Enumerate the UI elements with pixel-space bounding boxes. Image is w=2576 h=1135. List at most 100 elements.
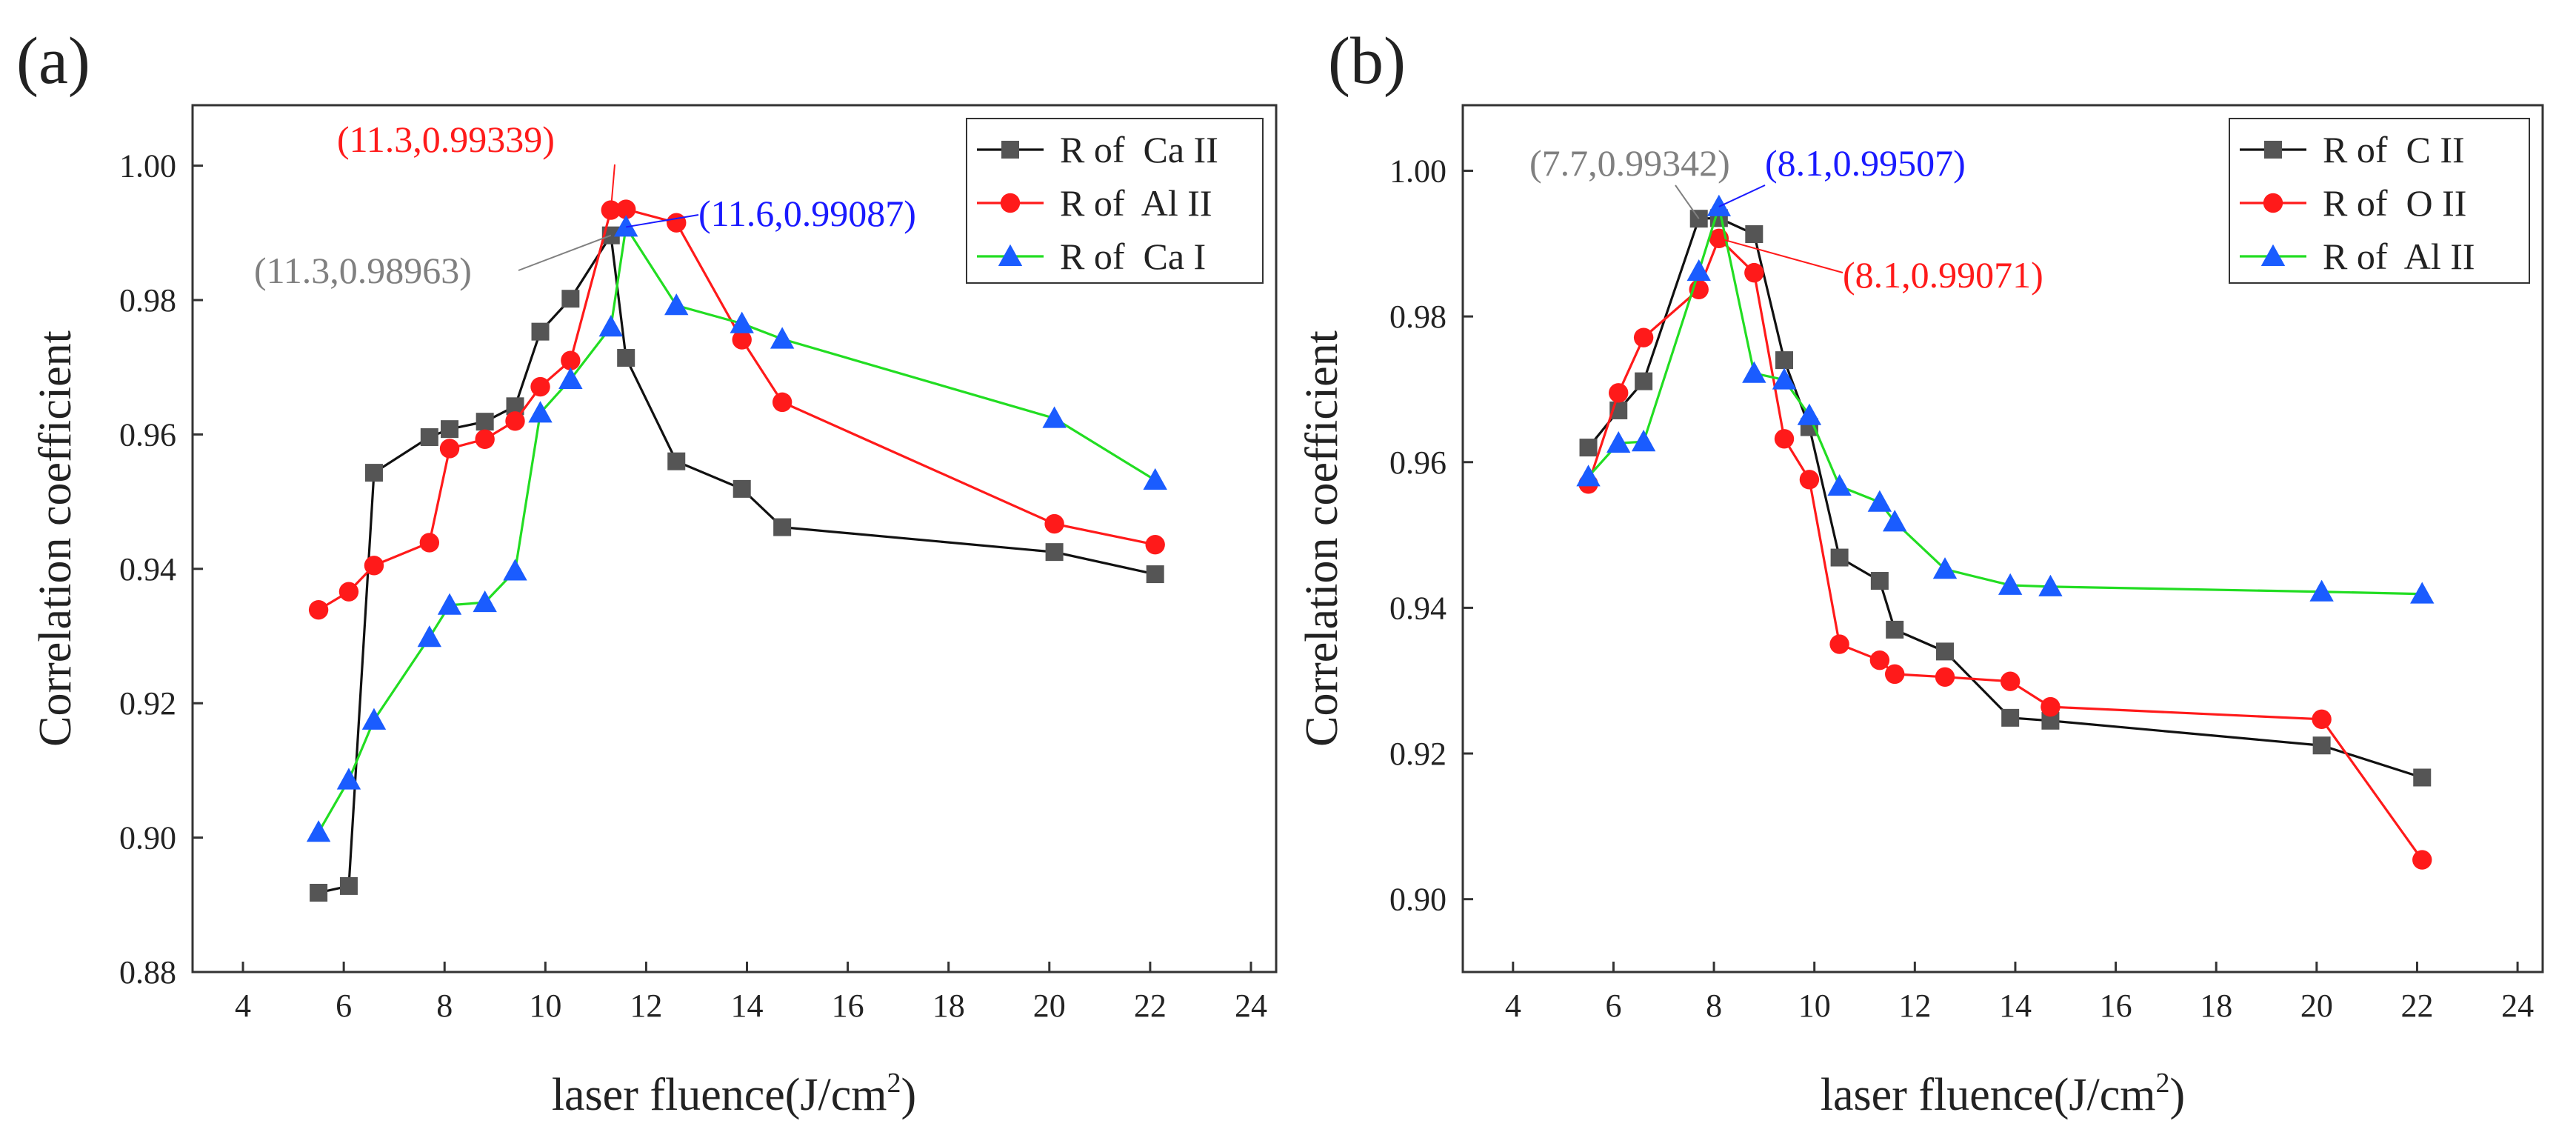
data-point bbox=[732, 330, 752, 350]
data-point bbox=[2001, 708, 2020, 727]
x-tick-label: 18 bbox=[932, 988, 965, 1024]
data-point bbox=[437, 593, 462, 615]
data-point bbox=[561, 290, 580, 308]
panel-b-x-ticks: 4 6 8 10 12 14 16 18 20 22 24 bbox=[1505, 962, 2534, 1024]
data-point bbox=[1143, 467, 1167, 490]
data-point bbox=[1797, 403, 1822, 425]
series-r-of-al-ii bbox=[1576, 194, 2435, 604]
x-tick-label: 12 bbox=[1898, 988, 1931, 1024]
data-point bbox=[1774, 429, 1795, 449]
annotation-label: (11.6,0.99087) bbox=[698, 193, 916, 234]
series-r-of-ca-i bbox=[306, 215, 1167, 842]
panel-a-x-axis-title-close: ) bbox=[901, 1070, 917, 1120]
data-point bbox=[770, 327, 795, 349]
data-point bbox=[772, 392, 793, 413]
legend-swatch-marker bbox=[2260, 244, 2286, 266]
panel-a-series bbox=[306, 199, 1167, 902]
y-tick-label: 0.88 bbox=[119, 954, 176, 991]
data-point bbox=[1609, 383, 1629, 403]
data-point bbox=[338, 582, 359, 602]
data-point bbox=[2041, 696, 2061, 717]
data-point bbox=[1830, 548, 1849, 567]
data-point bbox=[306, 820, 331, 842]
data-point bbox=[1870, 572, 1889, 590]
legend-label: R of Al II bbox=[1060, 182, 1212, 224]
data-point bbox=[1146, 565, 1164, 584]
legend-label: R of C II bbox=[2323, 129, 2465, 170]
data-point bbox=[1633, 327, 1654, 347]
y-tick-label: 0.90 bbox=[1389, 882, 1447, 918]
series-line bbox=[1587, 236, 2423, 861]
data-point bbox=[1606, 431, 1631, 453]
panel-a-x-ticks: 4 6 8 10 12 14 16 18 20 22 24 bbox=[235, 962, 1267, 1024]
data-point bbox=[667, 452, 686, 470]
x-tick-label: 4 bbox=[1505, 988, 1521, 1024]
panel-a-y-axis-title: Correlation coefficient bbox=[30, 330, 81, 747]
data-point bbox=[616, 199, 636, 219]
data-point bbox=[1827, 474, 1852, 496]
data-point bbox=[1799, 470, 1820, 490]
data-point bbox=[614, 215, 638, 237]
series-line bbox=[318, 232, 1156, 894]
legend-label: R of Ca I bbox=[1060, 236, 1206, 277]
data-point bbox=[310, 883, 328, 902]
panel-a-annotations: (11.3,0.99339) (11.6,0.99087) (11.3,0.9896… bbox=[254, 119, 916, 291]
legend-swatch-marker bbox=[2264, 141, 2282, 159]
data-point bbox=[1829, 634, 1849, 654]
y-tick-label: 0.98 bbox=[119, 282, 176, 319]
panel-b-plot-frame bbox=[1461, 104, 2544, 973]
x-tick-label: 16 bbox=[832, 988, 864, 1024]
annotation-leader bbox=[518, 234, 612, 271]
x-tick-label: 6 bbox=[1605, 988, 1621, 1024]
y-tick-label: 0.94 bbox=[119, 551, 176, 588]
series-line bbox=[317, 224, 1156, 833]
data-point bbox=[417, 625, 442, 648]
panel-b-label: (b) bbox=[1328, 24, 1406, 98]
data-point bbox=[2413, 768, 2432, 787]
series-line bbox=[1587, 216, 2423, 779]
series-r-of-c-ii bbox=[1579, 209, 2432, 787]
legend-label: R of Ca II bbox=[1060, 129, 1218, 170]
annotation-leader bbox=[1675, 184, 1700, 219]
data-point bbox=[531, 322, 550, 341]
x-tick-label: 20 bbox=[1033, 988, 1066, 1024]
data-point bbox=[528, 401, 553, 423]
annotation-leader bbox=[610, 164, 615, 210]
y-tick-label: 0.96 bbox=[1389, 445, 1447, 481]
data-point bbox=[2000, 671, 2021, 691]
series-line bbox=[318, 207, 1156, 611]
data-point bbox=[475, 429, 495, 449]
x-tick-label: 14 bbox=[1999, 988, 2032, 1024]
x-tick-label: 22 bbox=[2400, 988, 2433, 1024]
annotation-leader bbox=[1718, 237, 1843, 273]
data-point bbox=[476, 413, 494, 431]
x-tick-label: 4 bbox=[235, 988, 251, 1024]
data-point bbox=[2038, 574, 2063, 596]
panel-a-plot-frame bbox=[191, 104, 1278, 973]
data-point bbox=[1867, 490, 1892, 512]
data-point bbox=[1935, 667, 1955, 688]
data-point bbox=[439, 439, 460, 459]
annotation-label: (7.7,0.99342) bbox=[1529, 142, 1730, 184]
x-tick-label: 8 bbox=[436, 988, 453, 1024]
x-tick-label: 22 bbox=[1134, 988, 1167, 1024]
legend-label: R of Al II bbox=[2323, 236, 2475, 277]
annotation-label: (11.3,0.99339) bbox=[337, 119, 555, 160]
y-tick-label: 0.94 bbox=[1389, 590, 1447, 626]
data-point bbox=[364, 464, 383, 482]
panel-a: (a) 4 6 8 10 12 14 16 18 20 22 24 0.88 0.90 0.92 0.94… bbox=[16, 24, 1278, 1120]
y-tick-label: 1.00 bbox=[1389, 153, 1447, 189]
data-point bbox=[730, 311, 754, 333]
x-tick-label: 6 bbox=[336, 988, 352, 1024]
data-point bbox=[441, 420, 459, 439]
data-point bbox=[1744, 262, 1764, 283]
data-point bbox=[664, 293, 689, 316]
annotation-leader bbox=[1718, 184, 1766, 207]
data-point bbox=[2312, 736, 2331, 755]
data-point bbox=[2312, 709, 2332, 730]
panel-a-x-axis-title-sup: 2 bbox=[887, 1068, 901, 1099]
data-point bbox=[1869, 650, 1890, 670]
x-tick-label: 18 bbox=[2200, 988, 2232, 1024]
panel-a-x-axis-title-main: laser fluence(J/cm bbox=[552, 1070, 887, 1120]
